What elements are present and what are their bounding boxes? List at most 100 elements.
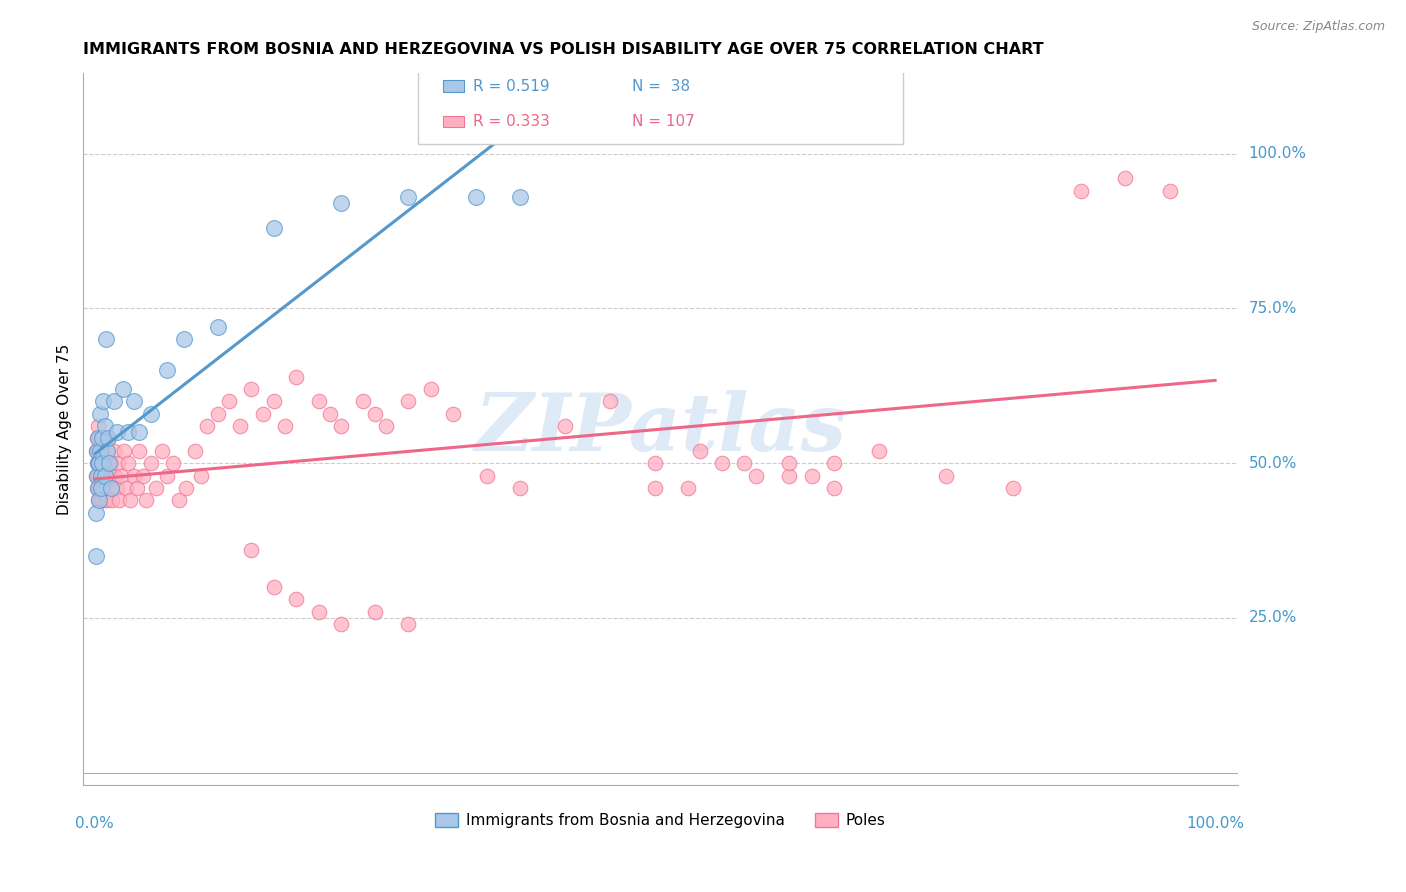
Point — [93, 481, 115, 495]
Point — [120, 493, 142, 508]
Point — [396, 190, 419, 204]
Text: Source: ZipAtlas.com: Source: ZipAtlas.com — [1251, 20, 1385, 33]
Point — [733, 456, 755, 470]
Y-axis label: Disability Age Over 75: Disability Age Over 75 — [58, 343, 72, 515]
Point — [100, 456, 122, 470]
Point — [823, 456, 845, 470]
Point — [308, 394, 330, 409]
Point — [868, 443, 890, 458]
Point — [84, 549, 107, 563]
Text: ZIPatlas: ZIPatlas — [474, 391, 846, 468]
Point — [330, 419, 353, 434]
Point — [103, 394, 125, 409]
Point — [101, 493, 124, 508]
Point — [91, 468, 114, 483]
Point — [363, 407, 385, 421]
Point — [252, 407, 274, 421]
Point — [86, 481, 108, 495]
Text: 50.0%: 50.0% — [1249, 456, 1296, 471]
Point — [103, 443, 125, 458]
Point — [139, 407, 162, 421]
Point — [86, 443, 108, 458]
Point — [823, 481, 845, 495]
Point — [115, 481, 138, 495]
Point — [96, 443, 118, 458]
Point — [117, 425, 139, 440]
Point — [93, 456, 115, 470]
Point — [131, 468, 153, 483]
Point — [90, 481, 112, 495]
FancyBboxPatch shape — [443, 80, 464, 92]
Point — [117, 456, 139, 470]
Text: N = 107: N = 107 — [631, 114, 695, 129]
Point — [319, 407, 342, 421]
Point — [330, 617, 353, 632]
Point — [86, 456, 108, 470]
Point — [96, 493, 118, 508]
Text: R = 0.333: R = 0.333 — [474, 114, 550, 129]
Point — [91, 493, 114, 508]
Point — [419, 382, 441, 396]
Point — [135, 493, 157, 508]
Point — [98, 481, 121, 495]
Point — [91, 456, 114, 470]
Point — [1070, 184, 1092, 198]
Point — [91, 443, 114, 458]
Point — [89, 493, 111, 508]
Point — [778, 468, 800, 483]
Point — [935, 468, 957, 483]
Point — [229, 419, 252, 434]
Point — [464, 190, 486, 204]
Point — [441, 407, 464, 421]
Point — [352, 394, 374, 409]
Point — [263, 580, 285, 594]
Point — [128, 425, 150, 440]
Point — [678, 481, 700, 495]
Point — [98, 456, 121, 470]
Point — [87, 456, 110, 470]
Point — [122, 394, 145, 409]
Point — [167, 493, 190, 508]
Text: R = 0.519: R = 0.519 — [474, 78, 550, 94]
Point — [184, 443, 207, 458]
Text: 75.0%: 75.0% — [1249, 301, 1296, 316]
Point — [173, 332, 195, 346]
Point — [156, 468, 179, 483]
Text: N =  38: N = 38 — [631, 78, 690, 94]
FancyBboxPatch shape — [418, 59, 903, 145]
Point — [1002, 481, 1025, 495]
Point — [97, 432, 120, 446]
Point — [107, 456, 129, 470]
Point — [240, 542, 263, 557]
Point — [93, 419, 115, 434]
Point — [97, 432, 120, 446]
Point — [263, 394, 285, 409]
Point — [93, 394, 115, 409]
Point — [94, 443, 117, 458]
Point — [89, 407, 111, 421]
Point — [240, 382, 263, 396]
Point — [87, 456, 110, 470]
Point — [128, 443, 150, 458]
Text: 100.0%: 100.0% — [1187, 815, 1244, 830]
Point — [87, 493, 110, 508]
Point — [93, 432, 115, 446]
Point — [190, 468, 212, 483]
Point — [800, 468, 823, 483]
Point — [98, 468, 121, 483]
Point — [711, 456, 734, 470]
Point — [90, 481, 112, 495]
Point — [105, 481, 128, 495]
Point — [139, 456, 162, 470]
Point — [94, 481, 117, 495]
Point — [87, 468, 110, 483]
Point — [599, 394, 621, 409]
Point — [330, 196, 353, 211]
Point — [94, 332, 117, 346]
Point — [87, 432, 110, 446]
Point — [87, 419, 110, 434]
Point — [87, 481, 110, 495]
Point — [110, 468, 132, 483]
Point — [108, 493, 131, 508]
Point — [89, 468, 111, 483]
